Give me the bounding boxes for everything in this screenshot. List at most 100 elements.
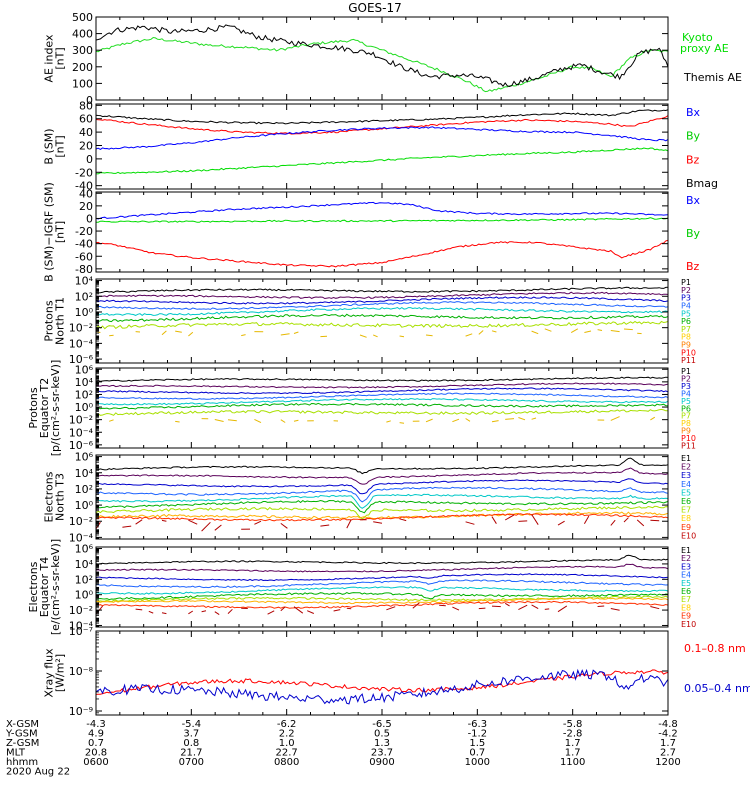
legend-entry: E2: [681, 463, 691, 472]
series-segment: [399, 518, 407, 522]
series-segment: [175, 420, 180, 423]
legend-xray: 0.1–0.8 nm 0.05–0.4 nm: [684, 642, 750, 695]
series-line: [96, 669, 668, 695]
series-segment: [293, 419, 299, 422]
legend-entry: P10: [681, 348, 696, 357]
series-line: [96, 126, 668, 150]
legend-entry: E9: [681, 523, 691, 532]
y-tick-label: 10²: [75, 573, 93, 586]
series-segment: [610, 330, 620, 333]
legend-entry: P3: [681, 294, 691, 303]
legend-entry: E10: [681, 620, 696, 629]
series-line: [96, 402, 668, 410]
legend-bigrf: Bx By Bz: [686, 194, 701, 273]
series-segment: [201, 610, 207, 613]
series-segment: [280, 333, 290, 336]
y-axis-label: [W/m²]: [54, 654, 67, 692]
series-enorth-e7: [96, 505, 668, 520]
series-segment: [346, 519, 352, 529]
ephemeris-row-label: X-GSM: [6, 719, 39, 730]
legend-bsm: Bx By Bz Bmag: [686, 106, 718, 190]
series-segment: [254, 520, 262, 525]
series-line: [96, 397, 668, 406]
series-segment: [557, 605, 568, 613]
series-segment: [505, 418, 515, 420]
series-segment: [610, 608, 620, 611]
legend-entry: E6: [681, 587, 691, 596]
ephemeris-value: -5.8: [563, 719, 583, 730]
series-segment: [531, 604, 539, 610]
y-tick-label: 10⁶: [75, 363, 94, 376]
series-enorth-e10: [96, 514, 660, 532]
legend-entry: Bmag: [686, 177, 718, 190]
ephemeris-value: 1000: [465, 757, 490, 768]
y-tick-label: 200: [72, 61, 93, 74]
series-segment: [267, 610, 275, 615]
ephemeris-value: 4.9: [88, 729, 104, 740]
series-line: [96, 493, 668, 509]
series-segment: [597, 605, 605, 607]
series-segment: [227, 608, 233, 614]
legend-entry: P11: [681, 356, 696, 365]
legend-entry: P2: [681, 286, 691, 295]
legend-entry: Bz: [686, 260, 700, 273]
legend-entry: P6: [681, 317, 691, 326]
series-bigrf-bz: [96, 239, 668, 268]
ephemeris-value: -5.4: [182, 719, 202, 730]
y-tick-label: 80: [79, 99, 93, 112]
ephemeris-value: 2.7: [660, 748, 676, 759]
y-tick-label: 10²: [75, 483, 93, 496]
panel-frame: [95, 103, 669, 190]
series-bigrf-by: [96, 217, 668, 223]
legend-entry: E4: [681, 571, 691, 580]
series-pnorth-p8: [96, 328, 642, 338]
y-tick-label: -20: [75, 225, 93, 238]
series-segment: [109, 419, 114, 422]
series-line: [96, 467, 668, 485]
series-enorth-e5: [96, 493, 668, 509]
series-line: [96, 201, 668, 220]
series-segment: [531, 330, 539, 335]
series-segment: [148, 610, 154, 614]
y-tick-label: 500: [72, 11, 93, 24]
ephemeris-row-label: Y-GSM: [5, 729, 38, 740]
y-tick-label: 10⁻⁹: [69, 705, 93, 718]
series-line: [96, 36, 668, 93]
y-tick-label: -40: [75, 180, 93, 193]
series-xray-0-05-0-4-nm: [96, 668, 668, 705]
y-axis-label: [nT]: [54, 135, 67, 157]
legend-entry: P1: [681, 367, 691, 376]
legend-entry: P4: [681, 301, 691, 310]
y-axis-label: [nT]: [54, 47, 67, 69]
ephemeris-value: -2.8: [563, 729, 583, 740]
series-segment: [518, 417, 526, 421]
series-segment: [254, 418, 262, 424]
y-tick-label: -40: [75, 238, 93, 251]
series-segment: [439, 604, 446, 607]
series-segment: [280, 606, 286, 612]
series-segment: [412, 602, 420, 609]
series-segment: [465, 333, 473, 337]
series-segment: [122, 525, 132, 528]
series-ae-themis-ae: [96, 24, 668, 88]
series-enorth-e1: [96, 457, 668, 475]
series-segment: [135, 519, 143, 525]
y-axis-label: North T1: [54, 297, 67, 345]
series-line: [96, 592, 668, 601]
legend-entry: P1: [681, 278, 691, 287]
series-segment: [320, 524, 330, 527]
legend-entry: P9: [681, 341, 691, 350]
series-ae-kyoto-proxy-ae: [96, 36, 668, 93]
series-bsm-bz: [96, 115, 668, 135]
legend-entry: E1: [681, 454, 691, 463]
y-tick-label: 10⁰: [75, 401, 94, 414]
legend-entry: E5: [681, 579, 691, 588]
series-pnorth-p2: [96, 291, 668, 300]
y-axis-label: North T3: [54, 473, 67, 521]
series-segment: [135, 608, 143, 611]
